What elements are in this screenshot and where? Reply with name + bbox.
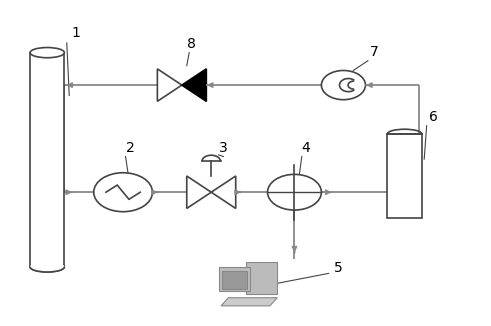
Ellipse shape bbox=[30, 262, 64, 272]
Text: 6: 6 bbox=[429, 110, 438, 124]
Bar bbox=[221, 271, 247, 289]
Text: 4: 4 bbox=[302, 141, 310, 155]
Bar bbox=[387, 134, 422, 218]
Ellipse shape bbox=[30, 48, 64, 58]
Text: 7: 7 bbox=[370, 45, 379, 59]
Text: 5: 5 bbox=[333, 261, 342, 275]
Bar bbox=[218, 267, 250, 291]
Polygon shape bbox=[221, 298, 277, 306]
Text: 2: 2 bbox=[126, 141, 135, 155]
Text: 8: 8 bbox=[187, 37, 195, 51]
Text: 3: 3 bbox=[218, 141, 227, 155]
Bar bbox=[30, 52, 64, 267]
Text: 1: 1 bbox=[72, 26, 81, 40]
Polygon shape bbox=[182, 69, 206, 101]
Ellipse shape bbox=[30, 262, 64, 272]
Bar bbox=[246, 262, 277, 294]
